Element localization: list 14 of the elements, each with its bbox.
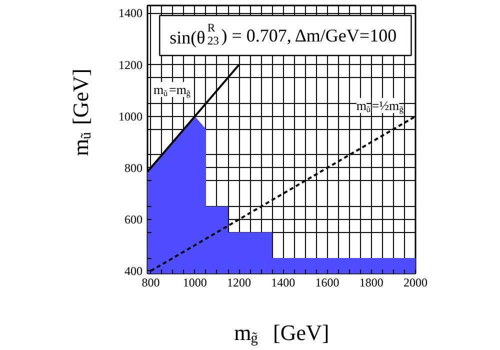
y-tick-label: 1400 xyxy=(118,6,142,20)
x-tick-label: 1600 xyxy=(315,276,340,290)
y-tick-label: 800 xyxy=(124,160,142,175)
x-tick-label: 800 xyxy=(142,276,160,290)
x-tick-label: 1400 xyxy=(271,276,296,290)
y-tick-label: 600 xyxy=(124,212,142,226)
x-tick-label: 1200 xyxy=(227,276,252,290)
y-tick-label: 1200 xyxy=(118,58,142,72)
y-tick-label: 400 xyxy=(124,264,142,278)
y-axis-title: mũ [GeV] xyxy=(68,68,95,156)
x-tick-label: 2000 xyxy=(404,276,428,290)
y-tick-label: 1000 xyxy=(118,109,142,124)
x-tick-label: 1000 xyxy=(182,276,207,290)
x-tick-label: 1800 xyxy=(359,276,384,290)
